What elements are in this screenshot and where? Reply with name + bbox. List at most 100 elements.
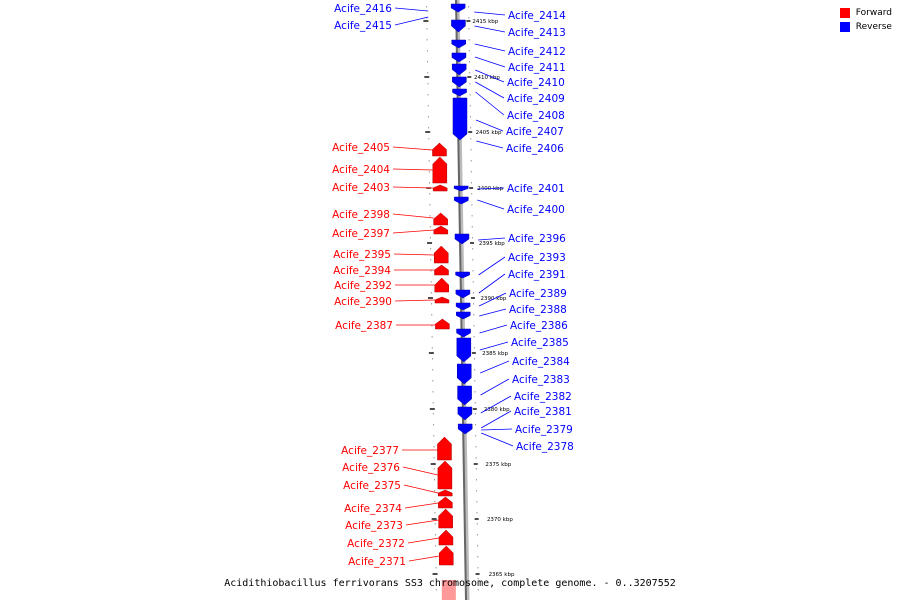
- forward-gene[interactable]: [438, 496, 453, 509]
- gene-label-acife_2415[interactable]: Acife_2415: [334, 20, 392, 32]
- reverse-gene[interactable]: [451, 63, 467, 76]
- gene-label-acife_2397[interactable]: Acife_2397: [332, 228, 390, 240]
- reverse-gene[interactable]: [452, 97, 468, 141]
- gene-label-acife_2405[interactable]: Acife_2405: [332, 142, 390, 154]
- leader-line: [407, 537, 440, 544]
- forward-gene[interactable]: [438, 508, 453, 529]
- gene-label-acife_2373[interactable]: Acife_2373: [345, 520, 403, 532]
- minor-tick: [427, 72, 429, 74]
- forward-gene[interactable]: [434, 296, 450, 304]
- gene-label-acife_2412[interactable]: Acife_2412: [508, 46, 566, 58]
- reverse-gene[interactable]: [454, 233, 470, 245]
- forward-gene[interactable]: [437, 460, 453, 490]
- forward-gene[interactable]: [433, 212, 448, 226]
- gene-label-acife_2385[interactable]: Acife_2385: [511, 337, 569, 349]
- gene-label-acife_2416[interactable]: Acife_2416: [334, 3, 392, 15]
- reverse-gene[interactable]: [456, 363, 472, 385]
- gene-label-acife_2374[interactable]: Acife_2374: [344, 503, 402, 515]
- gene-label-acife_2376[interactable]: Acife_2376: [342, 462, 400, 474]
- reverse-gene[interactable]: [456, 328, 471, 338]
- gene-label-acife_2389[interactable]: Acife_2389: [509, 288, 567, 300]
- gene-label-acife_2410[interactable]: Acife_2410: [507, 77, 565, 89]
- forward-gene[interactable]: [437, 489, 453, 497]
- minor-tick: [475, 479, 477, 481]
- gene-label-acife_2381[interactable]: Acife_2381: [514, 406, 572, 418]
- reverse-gene[interactable]: [455, 302, 471, 311]
- gene-label-acife_2394[interactable]: Acife_2394: [333, 265, 391, 277]
- gene-label-acife_2400[interactable]: Acife_2400: [507, 204, 565, 216]
- gene-label-acife_2414[interactable]: Acife_2414: [508, 10, 566, 22]
- forward-gene[interactable]: [438, 529, 454, 546]
- leader-line: [478, 256, 506, 276]
- forward-gene[interactable]: [441, 580, 456, 600]
- reverse-gene[interactable]: [451, 19, 466, 33]
- minor-tick: [472, 292, 474, 294]
- gene-label-acife_2396[interactable]: Acife_2396: [508, 233, 566, 245]
- gene-label-acife_2409[interactable]: Acife_2409: [507, 93, 565, 105]
- gene-label-acife_2372[interactable]: Acife_2372: [347, 538, 405, 550]
- gene-label-acife_2395[interactable]: Acife_2395: [333, 249, 391, 261]
- gene-label-acife_2413[interactable]: Acife_2413: [508, 27, 566, 39]
- gene-label-acife_2390[interactable]: Acife_2390: [334, 296, 392, 308]
- gene-label-acife_2408[interactable]: Acife_2408: [507, 110, 565, 122]
- forward-gene[interactable]: [433, 225, 449, 235]
- reverse-gene[interactable]: [454, 196, 469, 205]
- gene-label-acife_2398[interactable]: Acife_2398: [332, 209, 390, 221]
- leader-line: [477, 199, 505, 210]
- reverse-gene[interactable]: [450, 3, 466, 13]
- reverse-gene[interactable]: [455, 289, 471, 299]
- forward-gene[interactable]: [437, 436, 452, 461]
- gene-label-acife_2403[interactable]: Acife_2403: [332, 182, 390, 194]
- gene-label-acife_2386[interactable]: Acife_2386: [510, 320, 568, 332]
- reverse-gene[interactable]: [451, 39, 466, 49]
- gene-label-acife_2411[interactable]: Acife_2411: [508, 62, 566, 74]
- minor-tick: [477, 567, 479, 569]
- forward-gene[interactable]: [434, 264, 449, 276]
- minor-tick: [469, 94, 471, 96]
- reverse-gene[interactable]: [456, 337, 472, 363]
- reverse-gene[interactable]: [452, 88, 467, 97]
- gene-label-acife_2406[interactable]: Acife_2406: [506, 143, 564, 155]
- gene-label-acife_2378[interactable]: Acife_2378: [516, 441, 574, 453]
- reverse-gene[interactable]: [451, 52, 467, 63]
- gene-label-acife_2382[interactable]: Acife_2382: [514, 391, 572, 403]
- minor-tick: [430, 292, 432, 294]
- reverse-gene[interactable]: [455, 271, 470, 279]
- forward-gene[interactable]: [432, 156, 448, 184]
- forward-gene[interactable]: [432, 184, 448, 192]
- forward-gene[interactable]: [435, 318, 450, 330]
- forward-gene[interactable]: [432, 142, 447, 157]
- gene-label-acife_2377[interactable]: Acife_2377: [341, 445, 399, 457]
- minor-tick: [474, 391, 476, 393]
- reverse-gene[interactable]: [457, 406, 473, 421]
- forward-gene[interactable]: [433, 245, 449, 264]
- leader-line: [477, 187, 505, 190]
- minor-tick: [475, 457, 477, 459]
- reverse-gene[interactable]: [452, 76, 467, 88]
- gene-label-acife_2384[interactable]: Acife_2384: [512, 356, 570, 368]
- tick-label: 2395 kbp: [479, 241, 505, 247]
- gene-label-acife_2379[interactable]: Acife_2379: [515, 424, 573, 436]
- reverse-gene[interactable]: [457, 385, 472, 406]
- tick-label: 2415 kbp: [472, 19, 498, 25]
- forward-gene[interactable]: [439, 545, 454, 566]
- gene-label-acife_2375[interactable]: Acife_2375: [343, 480, 401, 492]
- gene-label-acife_2404[interactable]: Acife_2404: [332, 164, 390, 176]
- minor-tick: [468, 17, 470, 19]
- minor-tick: [432, 380, 434, 382]
- leader-line: [474, 25, 506, 33]
- gene-label-acife_2392[interactable]: Acife_2392: [334, 280, 392, 292]
- reverse-gene[interactable]: [453, 185, 469, 192]
- gene-label-acife_2393[interactable]: Acife_2393: [508, 252, 566, 264]
- gene-label-acife_2387[interactable]: Acife_2387: [335, 320, 393, 332]
- minor-tick: [434, 490, 436, 492]
- gene-label-acife_2388[interactable]: Acife_2388: [509, 304, 567, 316]
- gene-label-acife_2407[interactable]: Acife_2407: [506, 126, 564, 138]
- forward-gene[interactable]: [434, 277, 449, 293]
- gene-label-acife_2371[interactable]: Acife_2371: [348, 556, 406, 568]
- reverse-gene[interactable]: [456, 311, 471, 320]
- gene-label-acife_2383[interactable]: Acife_2383: [512, 374, 570, 386]
- reverse-gene[interactable]: [457, 423, 473, 435]
- gene-label-acife_2391[interactable]: Acife_2391: [508, 269, 566, 281]
- gene-label-acife_2401[interactable]: Acife_2401: [507, 183, 565, 195]
